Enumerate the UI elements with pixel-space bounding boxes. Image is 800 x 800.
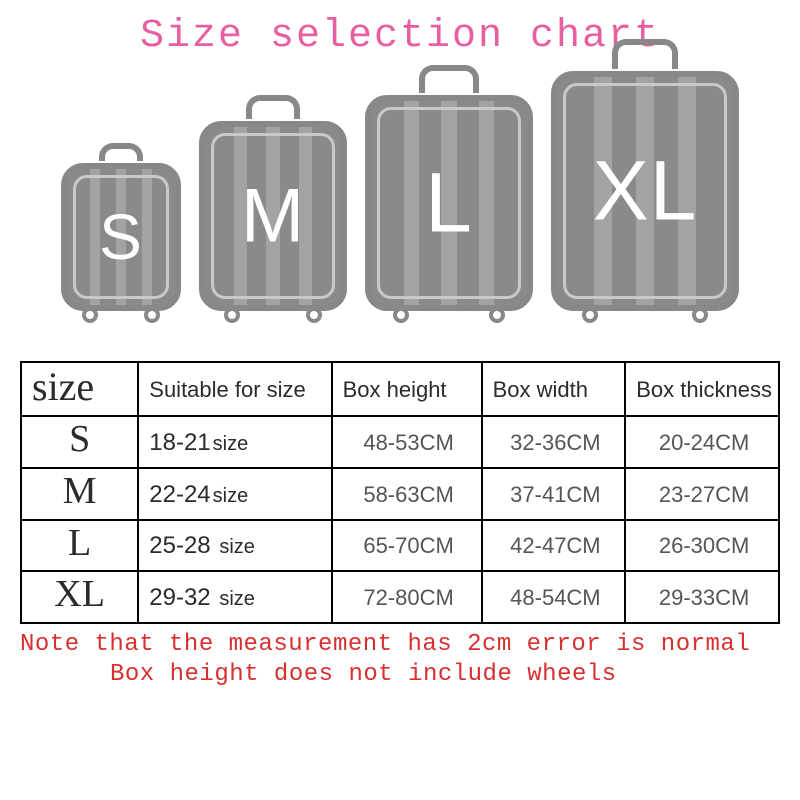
suitcase-l: L (365, 95, 533, 331)
cell-suitable-value: 22-24 (149, 481, 210, 508)
cell-box-width: 32-36CM (482, 416, 626, 468)
suitcase-m: M (199, 121, 347, 331)
cell-box-height: 65-70CM (332, 520, 482, 572)
col-box-height: Box height (332, 362, 482, 416)
suitcase-xl: XL (551, 71, 739, 331)
cell-box-width: 42-47CM (482, 520, 626, 572)
cell-box-thickness: 29-33CM (625, 571, 779, 623)
cell-suitable: 22-24size (138, 468, 331, 520)
suitcase-body-icon: XL (551, 71, 739, 311)
suitcase-body-icon: M (199, 121, 347, 311)
suitcase-handle-icon (419, 65, 479, 93)
page-title: Size selection chart (0, 0, 800, 63)
cell-size: XL (21, 571, 138, 623)
suitcase-handle-icon (99, 143, 143, 161)
cell-box-width: 37-41CM (482, 468, 626, 520)
cell-box-thickness: 23-27CM (625, 468, 779, 520)
col-size: size (21, 362, 138, 416)
suitcase-size-label: XL (593, 143, 698, 240)
cell-suitable-value: 25-28 (149, 532, 210, 559)
suitcase-body-icon: L (365, 95, 533, 311)
cell-box-height: 58-63CM (332, 468, 482, 520)
cell-box-height: 72-80CM (332, 571, 482, 623)
size-table: size Suitable for size Box height Box wi… (20, 361, 780, 624)
suitcase-size-label: S (99, 200, 143, 274)
cell-suitable: 29-32 size (138, 571, 331, 623)
suitcase-wheels-icon (371, 307, 527, 323)
footnote-line1: Note that the measurement has 2cm error … (20, 631, 750, 658)
cell-box-height: 48-53CM (332, 416, 482, 468)
cell-suitable-unit: size (213, 485, 249, 507)
footnote-line2: Box height does not include wheels (20, 660, 800, 690)
col-box-width: Box width (482, 362, 626, 416)
suitcase-body-icon: S (61, 163, 181, 311)
suitcase-size-label: L (425, 155, 473, 252)
cell-size: M (21, 468, 138, 520)
cell-suitable-unit: size (219, 588, 255, 610)
cell-suitable-value: 18-21 (149, 429, 210, 456)
cell-box-width: 48-54CM (482, 571, 626, 623)
cell-suitable-value: 29-32 (149, 584, 210, 611)
suitcase-row: S M L XL (0, 67, 800, 337)
suitcase-wheels-icon (67, 307, 175, 323)
footnote: Note that the measurement has 2cm error … (0, 630, 800, 690)
cell-size: S (21, 416, 138, 468)
cell-box-thickness: 26-30CM (625, 520, 779, 572)
table-row: M22-24size58-63CM37-41CM23-27CM (21, 468, 779, 520)
suitcase-handle-icon (612, 39, 678, 69)
table-body: S18-21size48-53CM32-36CM20-24CMM22-24siz… (21, 416, 779, 623)
col-suitable: Suitable for size (138, 362, 331, 416)
cell-suitable-unit: size (213, 433, 249, 455)
cell-suitable: 18-21size (138, 416, 331, 468)
table-row: S18-21size48-53CM32-36CM20-24CM (21, 416, 779, 468)
cell-suitable-unit: size (219, 536, 255, 558)
suitcase-wheels-icon (557, 307, 733, 323)
cell-box-thickness: 20-24CM (625, 416, 779, 468)
cell-size: L (21, 520, 138, 572)
col-box-thick: Box thickness (625, 362, 779, 416)
table-header-row: size Suitable for size Box height Box wi… (21, 362, 779, 416)
cell-suitable: 25-28 size (138, 520, 331, 572)
suitcase-wheels-icon (205, 307, 341, 323)
table-row: L25-28 size65-70CM42-47CM26-30CM (21, 520, 779, 572)
suitcase-handle-icon (246, 95, 300, 119)
table-row: XL29-32 size72-80CM48-54CM29-33CM (21, 571, 779, 623)
suitcase-s: S (61, 163, 181, 331)
suitcase-size-label: M (241, 173, 305, 260)
